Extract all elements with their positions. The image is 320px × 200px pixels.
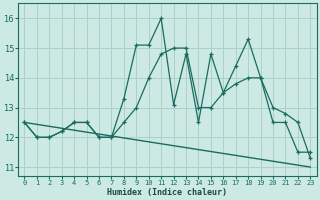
X-axis label: Humidex (Indice chaleur): Humidex (Indice chaleur) (108, 188, 228, 197)
